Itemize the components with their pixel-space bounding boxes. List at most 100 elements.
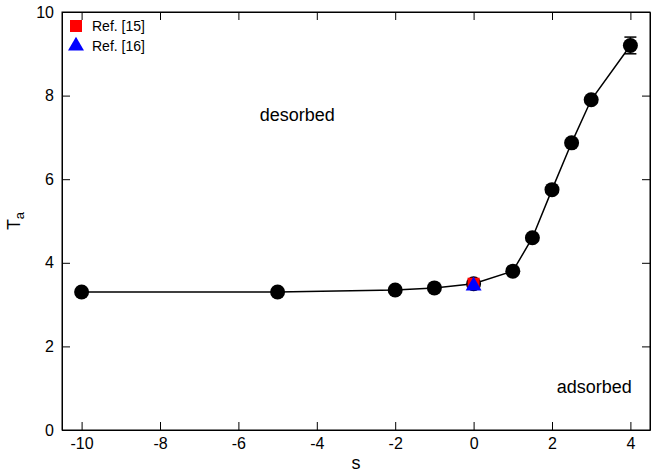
- y-axis: 0 2 4 6 8 10: [36, 4, 70, 439]
- y-tick-label: 8: [45, 87, 54, 104]
- y-tick-mark: [62, 12, 70, 13]
- x-tick: 0: [470, 422, 479, 452]
- y-tick: 0: [45, 422, 70, 439]
- plot: -10 -8 -6 -4 -2 0 2 4 0 2 4 6 8 10 Ref. [15] Ref. [16] d…: [36, 4, 650, 453]
- data-marks: [74, 37, 638, 299]
- error-bar-cap: [624, 36, 636, 38]
- y-tick-mark: [62, 96, 70, 97]
- data-point: [564, 135, 579, 150]
- y-axis-line: [62, 13, 63, 431]
- y-tick: [642, 263, 650, 264]
- data-point: [270, 285, 285, 300]
- y-tick-mark: [62, 179, 70, 180]
- y-tick-mark: [642, 263, 650, 264]
- x-axis-title: s: [352, 453, 361, 473]
- y-tick: 10: [36, 4, 70, 21]
- legend-label: Ref. [16]: [92, 38, 145, 54]
- legend-item: Ref. [15]: [70, 18, 145, 34]
- y-tick: [642, 346, 650, 347]
- x-tick-mark: [630, 12, 631, 20]
- annotation: desorbed: [260, 105, 335, 125]
- y-tick: [642, 96, 650, 97]
- data-point: [505, 264, 520, 279]
- x-tick-mark: [474, 12, 475, 20]
- x-tick-mark: [160, 422, 161, 430]
- y-tick-mark: [642, 96, 650, 97]
- y-axis: [642, 13, 651, 431]
- x-tick-label: -8: [153, 435, 167, 452]
- chart: -10 -8 -6 -4 -2 0 2 4 0 2 4 6 8 10 Ref. [15] Ref. [16] d…: [0, 0, 660, 474]
- y-tick-mark: [62, 263, 70, 264]
- x-tick: [160, 12, 161, 20]
- y-tick: [642, 179, 650, 180]
- x-tick-label: -2: [389, 435, 403, 452]
- x-tick: -8: [153, 422, 167, 452]
- y-tick: [642, 12, 650, 13]
- y-tick-mark: [642, 430, 650, 431]
- x-tick-mark: [395, 12, 396, 20]
- x-tick: 2: [548, 422, 557, 452]
- data-point: [466, 276, 481, 291]
- plot-frame: [62, 12, 650, 430]
- legend-symbol: [70, 20, 82, 32]
- y-tick-label: 6: [45, 171, 54, 188]
- x-tick: [630, 12, 631, 20]
- y-tick-label: 10: [36, 4, 54, 21]
- x-tick-mark: [552, 422, 553, 430]
- annotation: adsorbed: [557, 377, 632, 397]
- x-axis-line: [63, 430, 651, 431]
- x-tick-mark: [474, 422, 475, 430]
- x-tick-label: 0: [470, 435, 479, 452]
- y-tick-label: 2: [45, 338, 54, 355]
- data-point: [466, 277, 482, 291]
- x-axis: -10 -8 -6 -4 -2 0 2 4: [63, 422, 651, 452]
- x-tick-mark: [552, 12, 553, 20]
- y-tick-mark: [642, 12, 650, 13]
- x-axis-line: [63, 12, 651, 13]
- x-tick: -10: [71, 422, 94, 452]
- data-point: [388, 282, 403, 297]
- y-axis-title: Ta: [4, 211, 27, 230]
- x-tick-mark: [238, 422, 239, 430]
- legend-item: Ref. [16]: [68, 37, 145, 54]
- x-tick-mark: [317, 12, 318, 20]
- x-tick: -4: [310, 422, 324, 452]
- x-tick-mark: [317, 422, 318, 430]
- y-axis-line: [650, 13, 651, 431]
- x-tick-label: -6: [232, 435, 246, 452]
- legend: Ref. [15] Ref. [16]: [68, 18, 145, 54]
- x-tick: [395, 12, 396, 20]
- data-point: [427, 280, 442, 295]
- y-tick-label: 0: [45, 422, 54, 439]
- y-tick-mark: [642, 346, 650, 347]
- x-tick: 4: [626, 422, 635, 452]
- y-tick-mark: [62, 346, 70, 347]
- y-tick: 4: [45, 254, 70, 271]
- x-tick-label: 4: [626, 435, 635, 452]
- x-tick: [474, 12, 475, 20]
- x-tick-label: 2: [548, 435, 557, 452]
- y-tick: 8: [45, 87, 70, 104]
- x-tick: [238, 12, 239, 20]
- data-point: [584, 92, 599, 107]
- y-tick: 2: [45, 338, 70, 355]
- y-tick-mark: [62, 430, 70, 431]
- x-tick-mark: [82, 422, 83, 430]
- data-point: [545, 182, 560, 197]
- y-tick-label: 4: [45, 254, 54, 271]
- data-line: [82, 45, 631, 292]
- data-point: [74, 285, 89, 300]
- x-tick-mark: [160, 12, 161, 20]
- y-tick-mark: [642, 179, 650, 180]
- x-tick: [82, 12, 83, 20]
- data-point: [525, 230, 540, 245]
- x-tick-mark: [630, 422, 631, 430]
- legend-symbol: [68, 37, 84, 51]
- x-tick-mark: [238, 12, 239, 20]
- x-tick: -6: [232, 422, 246, 452]
- error-bar-cap: [624, 53, 636, 55]
- x-axis: [63, 12, 651, 20]
- x-tick-label: -4: [310, 435, 324, 452]
- y-tick: [642, 430, 650, 431]
- x-tick-mark: [395, 422, 396, 430]
